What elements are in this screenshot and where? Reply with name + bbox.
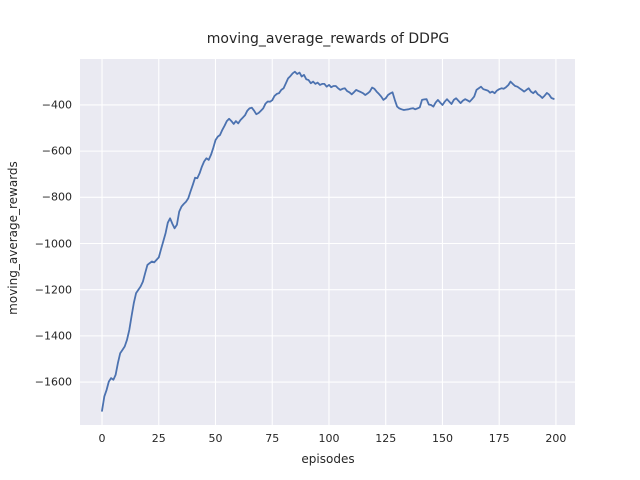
- x-tick-label: 0: [98, 432, 106, 445]
- chart-title: moving_average_rewards of DDPG: [206, 31, 450, 47]
- reward-line: [101, 70, 555, 412]
- y-axis-label: moving_average_rewards: [6, 161, 20, 315]
- y-tick-label: −800: [41, 190, 72, 204]
- x-tick-label: 75: [265, 432, 280, 445]
- y-tick-label: −600: [41, 144, 72, 158]
- plot-background: [80, 59, 575, 425]
- y-tick-label: −1400: [34, 329, 72, 343]
- y-tick-label: −1200: [34, 283, 72, 297]
- x-tick-label: 50: [208, 432, 223, 445]
- x-tick-label: 150: [431, 432, 453, 445]
- y-tick-label: −1600: [34, 375, 72, 389]
- x-tick-label: 175: [488, 432, 510, 445]
- x-tick-label: 200: [545, 432, 567, 445]
- x-tick-label: 100: [318, 432, 340, 445]
- x-tick-label: 125: [375, 432, 397, 445]
- y-tick-label: −1000: [34, 237, 72, 250]
- y-tick-label: −400: [41, 98, 72, 112]
- x-axis-label: episodes: [301, 452, 355, 466]
- x-tick-label: 25: [151, 432, 166, 445]
